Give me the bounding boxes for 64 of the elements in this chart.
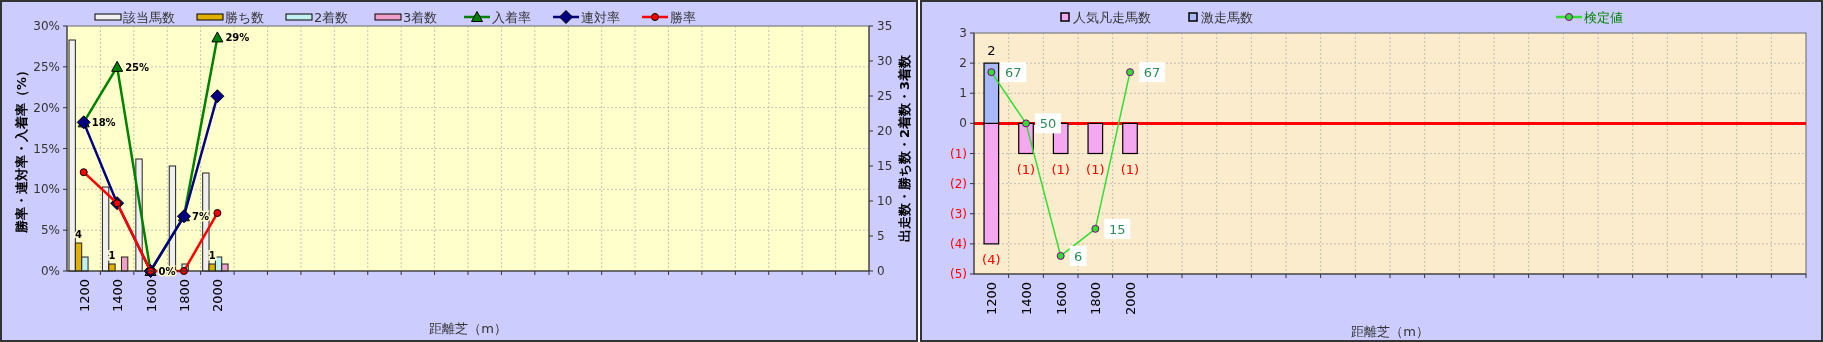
data-label: 1 [208,250,216,261]
y-tick-label: (4) [950,236,967,251]
legend-label: 勝ち数 [225,10,264,25]
legend-label: 検定値 [1584,10,1623,25]
y-tick-label: 1 [959,86,967,101]
legend-label: 勝率 [670,10,696,25]
data-label: 29% [225,32,250,44]
y-tick-label: 15% [33,141,60,156]
y2-tick-label: 15 [877,159,893,173]
legend-label: 該当馬数 [123,10,175,25]
legend-label: 激走馬数 [1201,10,1253,25]
y-tick-label: (5) [950,267,967,281]
y-tick-label: 3 [959,26,967,40]
y-tick-label: 10% [33,182,60,197]
data-label: 1 [108,250,116,261]
data-label: 18% [91,117,116,129]
y-tick-label: (2) [950,176,967,191]
data-label: 25% [125,61,150,73]
legend-label: 2着数 [314,10,349,25]
legend-label: 入着率 [492,10,531,25]
x-tick-label: 1400 [110,279,126,313]
data-label: (1) [1086,161,1105,177]
y2-axis-title: 出走数・勝ち数・2着数・3着数 [897,53,912,243]
data-label: 2 [987,43,996,59]
y-tick-label: 0% [40,264,60,278]
x-axis-title: 距離芝（m） [1351,324,1429,339]
y2-tick-label: 35 [877,19,893,33]
x-tick-label: 1400 [1019,282,1034,316]
x-tick-label: 1600 [143,279,159,313]
y2-tick-label: 5 [877,229,885,243]
data-label: 67 [1005,65,1022,81]
y-axis-title: 勝率・連対率・入着率（%） [14,63,29,235]
y-tick-label: 2 [959,56,967,71]
data-label: (4) [982,251,1001,267]
x-tick-label: 1200 [984,282,1000,316]
y-tick-label: 0 [959,116,967,131]
y-tick-label: 20% [33,100,60,115]
data-label: 67 [1143,65,1161,81]
data-label: (1) [1120,161,1140,177]
x-tick-label: 2000 [210,279,226,313]
x-tick-label: 1800 [176,279,192,313]
y2-tick-label: 20 [877,124,893,138]
data-label: (1) [1016,161,1036,177]
data-label: 6 [1074,248,1083,264]
x-tick-label: 1200 [76,279,92,313]
legend-label: 3着数 [403,10,438,25]
y-tick-label: 5% [40,223,60,238]
y2-tick-label: 0 [877,264,885,278]
y2-tick-label: 30 [877,54,893,68]
x-tick-label: 2000 [1123,282,1138,316]
y2-tick-label: 10 [877,194,893,208]
legend-label: 連対率 [581,10,620,25]
y2-tick-label: 25 [877,89,893,103]
data-label: (1) [1051,161,1070,177]
y-tick-label: (3) [950,206,967,221]
y-tick-label: 25% [33,59,60,74]
data-label: 50 [1039,116,1057,132]
x-tick-label: 1800 [1088,282,1104,316]
y-tick-label: (1) [950,146,967,161]
legend-label: 人気凡走馬数 [1073,10,1151,25]
y-tick-label: 30% [33,19,60,33]
x-axis-title: 距離芝（m） [429,321,507,336]
data-label: 15 [1109,221,1126,237]
x-tick-label: 1600 [1053,282,1069,316]
